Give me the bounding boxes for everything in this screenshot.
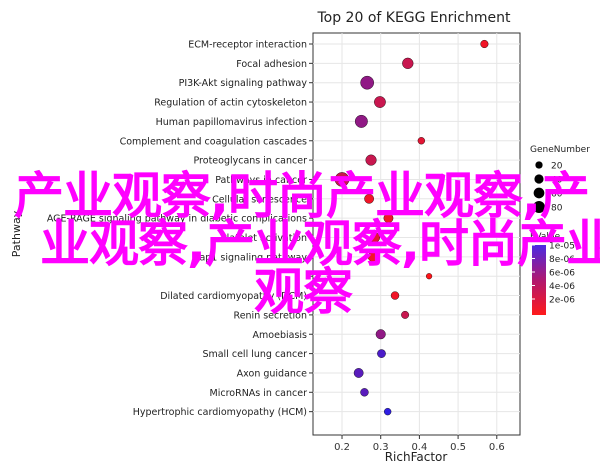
size-legend-label: 20 [551,162,563,172]
y-tick-label: Focal adhesion [236,59,307,70]
y-tick-label: Dilated cardiomyopathy (DCM) [160,291,307,302]
size-legend-dot [533,187,545,199]
y-tick-label: ECM-receptor interaction [188,40,307,51]
data-point [367,251,379,262]
y-tick-label: Rap1 signaling pathway [193,252,307,263]
y-tick-label: PI3K-Akt signaling pathway [179,78,308,89]
data-point [417,137,425,145]
watermark-line-2: 业观察,产业观察,时尚产业 [40,215,600,273]
y-tick-label: Complement and coagulation cascades [120,136,307,147]
y-tick-label: Human papillomavirus infection [156,117,307,128]
size-legend-label: 80 [551,204,563,214]
data-point [354,114,368,128]
y-tick-label: MicroRNAs in cancer [210,388,308,399]
color-legend: PValue 1e-05 8e-06 6e-06 4e-06 2e-06 [530,232,575,315]
size-legend-dot [535,161,543,169]
color-legend-bar [532,245,546,315]
y-tick-label: Proteoglycans in cancer [194,156,308,167]
grid-lines [313,33,520,435]
x-ticks: 0.2 0.3 0.4 0.5 0.6 [334,435,505,453]
x-tick-label: 0.2 [334,442,350,453]
data-point [383,213,394,224]
data-point [360,75,374,90]
watermark-line-3: 观察 [254,263,353,321]
size-legend: GeneNumber 20 40 60 80 [530,145,590,214]
data-point [364,193,374,204]
size-legend-label: 40 [551,176,563,186]
x-axis-label: RichFactor [385,450,448,464]
plot-panel [312,32,521,436]
data-point [360,388,369,397]
color-legend-label: 1e-05 [549,242,575,252]
data-points [334,39,489,416]
y-tick-label: Hypertrophic cardiomyopathy (HCM) [133,407,307,418]
chart-title: Top 20 of KEGG Enrichment [316,10,511,26]
color-legend-title: PValue [530,232,561,242]
y-axis-label: Pathway [10,210,23,257]
x-tick-label: 0.3 [373,442,389,453]
y-tick-label: Regulation of actin cytoskeleton [154,98,307,109]
x-tick-label: 0.4 [411,442,427,453]
data-point [375,329,386,340]
y-tick-labels: ECM-receptor interaction Focal adhesion PI… [47,40,313,418]
y-tick-label: Pathways in cancer [215,175,307,186]
data-point [401,310,410,319]
data-point [369,232,381,243]
color-legend-label: 2e-06 [549,296,575,306]
size-legend-dot [533,201,545,213]
plot-border [312,32,521,436]
size-legend-label: 60 [551,190,563,200]
y-tick-label: Cellular senescence [212,194,307,205]
data-point [334,172,350,187]
data-point [374,96,386,108]
data-point [425,273,433,280]
data-point [353,368,364,378]
data-point [377,349,386,358]
y-tick-label: Platelet activation [221,233,307,244]
data-point [480,39,489,49]
x-tick-label: 0.5 [450,442,466,453]
y-tick-label: AGE-RAGE signaling pathway in diabetic c… [47,214,307,225]
y-tick-label: Amoebiasis [253,330,307,341]
data-point [365,154,377,166]
size-legend-dot [534,174,544,184]
y-tick-label: Renin secretion [234,310,307,321]
y-tick-label: Small cell lung cancer [202,349,307,360]
color-legend-label: 8e-06 [549,255,575,265]
x-tick-label: 0.6 [489,442,505,453]
y-tick-label: Axon guidance [237,368,307,379]
size-legend-title: GeneNumber [530,145,590,155]
data-point [384,407,392,416]
color-legend-label: 4e-06 [549,282,575,292]
color-legend-label: 6e-06 [549,269,575,279]
data-point [402,57,414,69]
watermark-line-1: 产业观察,时尚产业观察,产 [14,167,590,225]
data-point [390,291,400,300]
